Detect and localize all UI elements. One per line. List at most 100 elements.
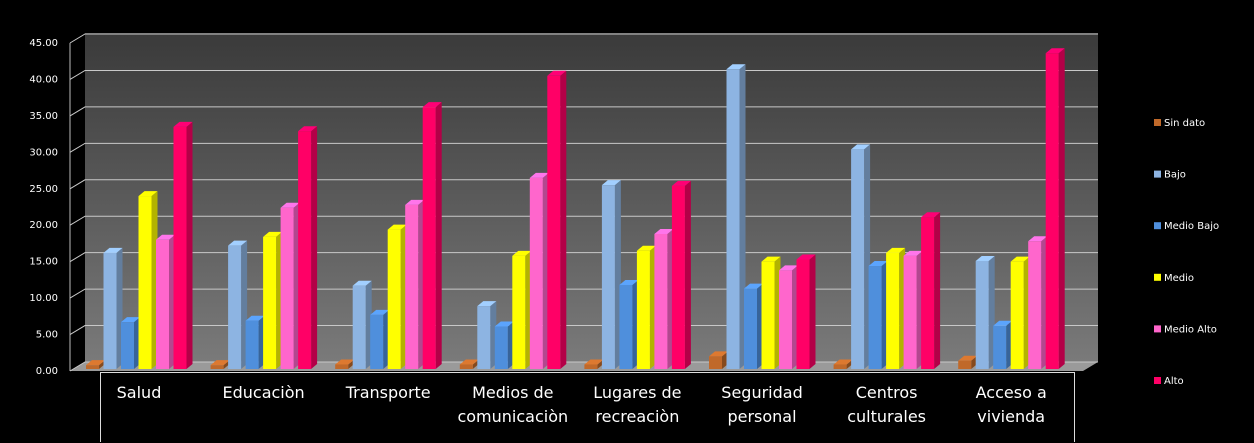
bar-top — [547, 70, 567, 76]
grid-line — [69, 33, 1098, 44]
bar-top — [405, 199, 425, 205]
bar-top — [422, 102, 442, 108]
bar — [86, 365, 99, 369]
x-tick-label: Transporte — [345, 383, 431, 402]
bar-top — [263, 231, 283, 237]
bar-top — [335, 359, 355, 365]
legend-label: Bajo — [1164, 170, 1186, 181]
legend-swatch — [1154, 377, 1161, 384]
legend-swatch — [1154, 325, 1161, 333]
bar — [654, 233, 668, 369]
bar — [851, 149, 865, 369]
x-tick-label: Centros culturales — [847, 383, 926, 426]
bar-top — [121, 317, 140, 323]
bar — [584, 364, 598, 369]
bar-top — [993, 320, 1013, 326]
bar-top — [86, 360, 105, 366]
bar — [761, 261, 775, 369]
bar-top — [671, 180, 691, 186]
bar-top — [709, 351, 728, 357]
bar — [352, 285, 366, 369]
x-tick-label: Acceso a vivienda — [975, 383, 1047, 426]
bar-side — [560, 70, 567, 370]
bar — [709, 356, 722, 369]
x-tick-label: Lugares de recreaciòn — [593, 383, 682, 426]
bar-side — [684, 180, 691, 369]
bar — [601, 185, 615, 369]
bar — [1010, 261, 1024, 369]
bar-side — [186, 121, 193, 369]
bar — [387, 229, 401, 369]
bar — [370, 314, 384, 369]
bar-top — [619, 279, 639, 285]
bar-side — [435, 102, 442, 370]
bar — [422, 107, 436, 370]
bar — [210, 365, 224, 369]
legend-label: Medio — [1164, 273, 1194, 284]
bar — [335, 364, 349, 369]
bar — [280, 207, 294, 369]
legend-label: Alto — [1164, 376, 1184, 387]
legend-swatch — [1154, 170, 1161, 178]
bar-top — [529, 172, 549, 178]
bar-side — [809, 254, 816, 369]
bar-top — [387, 224, 407, 230]
x-tick-label: Salud — [116, 383, 162, 402]
y-tick-label: 10.00 — [29, 293, 58, 304]
y-tick-label: 20.00 — [29, 220, 58, 231]
legend-label: Medio Alto — [1164, 324, 1217, 335]
bar-top — [298, 126, 318, 132]
bar — [156, 239, 169, 369]
bar-top — [958, 355, 978, 361]
bar — [868, 266, 882, 369]
grid-line — [69, 106, 1098, 117]
bar-top — [886, 247, 906, 253]
grid-line — [69, 69, 1098, 80]
bar — [796, 259, 810, 369]
bar — [529, 177, 543, 369]
bar-top — [975, 255, 995, 261]
bar — [103, 252, 117, 369]
y-tick-label: 0.00 — [36, 366, 58, 377]
y-tick-label: 25.00 — [29, 184, 58, 195]
legend-label: Medio Bajo — [1164, 221, 1219, 232]
bar — [903, 255, 917, 369]
bar — [975, 260, 989, 369]
y-tick-label: 45.00 — [29, 38, 58, 49]
bar-top — [103, 247, 123, 253]
bar-top — [1028, 236, 1048, 242]
bar — [121, 322, 134, 369]
bar — [744, 288, 757, 369]
grid-line — [69, 179, 1098, 190]
bar-top — [138, 191, 158, 197]
x-tick-label: Medios de comunicaciòn — [457, 383, 569, 426]
bar — [245, 320, 259, 369]
y-tick-label: 35.00 — [29, 111, 58, 122]
bar — [512, 255, 526, 369]
bar-top — [477, 301, 497, 307]
category-box: Salud Educaciòn Transporte Medios de comuni… — [100, 372, 1075, 442]
bar-top — [779, 265, 798, 271]
grid-line — [69, 142, 1098, 153]
bar-top — [584, 359, 604, 365]
legend-swatch — [1154, 222, 1161, 230]
bar — [173, 126, 187, 369]
legend-swatch — [1154, 119, 1161, 126]
bar-side — [311, 126, 318, 369]
bar-top — [370, 309, 390, 315]
bar-top — [512, 250, 532, 256]
bar — [228, 245, 242, 369]
bar-top — [459, 359, 479, 365]
bar — [298, 131, 312, 369]
bar — [921, 217, 935, 369]
bar-top — [796, 254, 816, 260]
bar — [779, 270, 792, 369]
bar — [726, 69, 740, 370]
bar-top — [654, 228, 674, 234]
grid-line — [69, 252, 1098, 263]
bar-top — [601, 180, 621, 186]
bar-top — [726, 64, 746, 70]
bar-top — [868, 261, 888, 267]
bar-top — [761, 256, 781, 262]
